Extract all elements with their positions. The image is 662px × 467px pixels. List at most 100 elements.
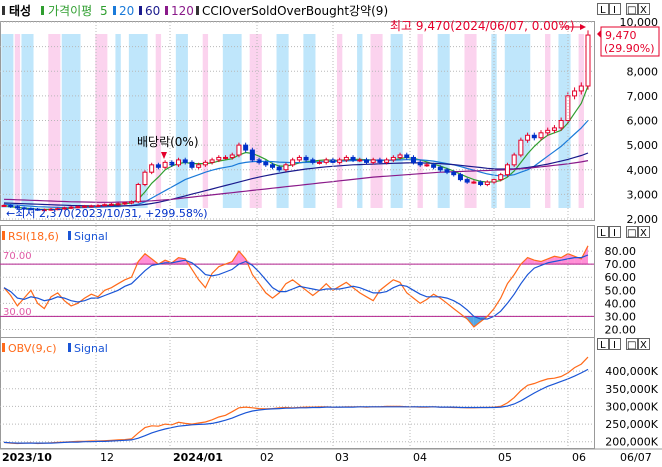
- price-tick-label: 6,000: [627, 115, 659, 128]
- candle-body: [444, 169, 450, 173]
- candle-body: [263, 161, 269, 166]
- ma-line-60: [3, 152, 589, 207]
- rsi-restore-button[interactable]: □: [626, 226, 638, 240]
- candle-body: [223, 156, 229, 159]
- cci-band-1: [14, 34, 21, 208]
- date-tick-label: 05: [498, 451, 512, 464]
- candle-body: [491, 179, 497, 183]
- candle-body: [209, 159, 215, 163]
- candle-body: [28, 208, 34, 211]
- last-price-pointer-icon: [597, 30, 601, 38]
- obv-close-button[interactable]: X: [638, 338, 650, 352]
- candle-body: [337, 159, 343, 163]
- svg-text:□: □: [627, 5, 636, 16]
- date-tick-label: 2023/10: [2, 451, 52, 464]
- date-tick-label: 06: [572, 451, 586, 464]
- rsi-line-RSI(18,6): [3, 245, 589, 328]
- candle-body: [303, 156, 309, 161]
- info-button[interactable]: I: [609, 3, 621, 17]
- rsi-tick-label: 50.00: [605, 284, 637, 297]
- rsi-tick-label: 30.00: [605, 310, 637, 323]
- rsi-close-button[interactable]: X: [638, 226, 650, 240]
- price-tick-label: 3,000: [627, 188, 659, 201]
- price-grid: [0, 21, 594, 220]
- obv-log-button[interactable]: L: [597, 338, 609, 352]
- candle-body: [82, 205, 88, 208]
- rsi-info-button[interactable]: I: [609, 226, 621, 240]
- price-tick-label: 7,000: [627, 90, 659, 103]
- candle-body: [511, 154, 517, 166]
- price-tick-label: 8,000: [627, 65, 659, 78]
- ma120-label: 120: [171, 4, 194, 18]
- dividend-annotation: 배당락(0%): [137, 135, 199, 149]
- cci-band-5: [95, 34, 108, 208]
- candle-body: [410, 156, 416, 163]
- restore-button[interactable]: □: [626, 3, 638, 17]
- candle-body: [464, 179, 470, 183]
- svg-text:L: L: [600, 340, 606, 351]
- obv-info-button[interactable]: I: [609, 338, 621, 352]
- candle-body: [478, 181, 484, 186]
- log-scale-button[interactable]: L: [597, 3, 609, 17]
- candle-body: [75, 206, 81, 209]
- candle-body: [129, 201, 135, 204]
- obv-signal-swatch-icon: [68, 343, 71, 352]
- svg-text:X: X: [640, 340, 647, 351]
- svg-text:L: L: [600, 228, 606, 239]
- candle-body: [61, 207, 67, 210]
- cci-band-21: [464, 34, 477, 208]
- candle-body: [236, 144, 242, 156]
- candle-body: [330, 159, 336, 163]
- date-tick-label: 04: [413, 451, 427, 464]
- candle-body: [296, 156, 302, 161]
- price-tick-label: 2,000: [627, 213, 659, 226]
- ma-line-5: [3, 85, 589, 210]
- candle-body: [155, 164, 161, 168]
- rsi-overbought-fill: [567, 253, 575, 265]
- candle-body: [525, 134, 531, 141]
- obv-tick-label: 400,000K: [605, 365, 658, 378]
- rsi-overbought-fill: [131, 261, 139, 265]
- date-tick-label: 06/07: [620, 451, 652, 464]
- rsi-overbought-fill: [581, 245, 588, 265]
- candle-body: [102, 204, 108, 207]
- candle-body: [370, 159, 376, 163]
- candle-body: [115, 203, 121, 206]
- candle-body: [437, 166, 443, 171]
- candle-body: [142, 171, 148, 186]
- svg-text:I: I: [613, 228, 616, 239]
- obv-title: OBV(9,c): [8, 342, 57, 355]
- candle-body: [122, 202, 128, 205]
- rsi-log-button[interactable]: L: [597, 226, 609, 240]
- rsi-overbought-fill: [561, 253, 568, 265]
- rsi-tick-label: 20.00: [605, 323, 637, 336]
- ma20-label: 20: [119, 4, 134, 18]
- candle-body: [404, 154, 410, 158]
- ma-line-120: [3, 160, 589, 203]
- candle-body: [397, 154, 403, 158]
- rsi-line-Signal: [3, 254, 589, 320]
- close-button[interactable]: X: [638, 3, 650, 17]
- obv-signal-label: Signal: [74, 342, 108, 355]
- candle-body: [323, 159, 329, 163]
- panel-handle-icon: [2, 6, 5, 15]
- candle-body: [357, 159, 363, 162]
- candle-body: [88, 205, 94, 208]
- obv-restore-button[interactable]: □: [626, 338, 638, 352]
- last-price-change: (29.90%): [604, 42, 655, 55]
- candle-body: [457, 174, 463, 181]
- candle-body: [249, 149, 255, 161]
- candle-body: [363, 159, 369, 163]
- obv-tick-label: 250,000K: [605, 418, 658, 431]
- cci-band-8: [155, 34, 162, 208]
- obv-tick-label: 200,000K: [605, 436, 658, 449]
- candle-body: [216, 156, 222, 161]
- candle-body: [451, 171, 457, 176]
- indicator-swatch-icon: [196, 6, 199, 15]
- candle-body: [135, 184, 141, 203]
- candle-body: [377, 159, 383, 163]
- candle-body: [551, 127, 557, 131]
- stock-name: 태성: [9, 3, 31, 18]
- obv-plot: [0, 356, 594, 445]
- candle-body: [270, 164, 276, 168]
